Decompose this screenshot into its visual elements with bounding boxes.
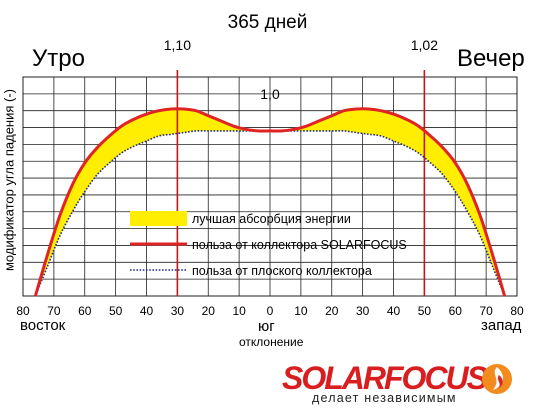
brand-logo: SOLARFOCUS делает независимым — [282, 360, 522, 408]
legend: лучшая абсорбция энергии польза от коллек… — [130, 211, 407, 278]
x-tick-label: 40 — [387, 304, 401, 318]
morning-label: Утро — [32, 45, 85, 72]
x-tick-label: 40 — [140, 304, 154, 318]
annotations: 1,10 1,02 1,0 — [164, 37, 438, 102]
x-label-east: восток — [20, 317, 66, 334]
flame-sun-icon — [482, 364, 512, 394]
legend-label: польза от плоского коллектора — [192, 264, 372, 278]
x-tick-label: 50 — [418, 304, 432, 318]
x-tick-label: 70 — [479, 304, 493, 318]
legend-swatch-fill — [130, 211, 187, 226]
grid — [22, 76, 518, 297]
series-lines — [33, 107, 507, 297]
x-tick-label: 60 — [78, 304, 92, 318]
x-tick-label: 10 — [232, 304, 246, 318]
x-tick-label: 10 — [294, 304, 308, 318]
x-tick-labels: 80 70 60 50 40 30 20 10 0 10 20 30 40 50 60 70 80 — [16, 304, 524, 318]
x-tick-label: 80 — [16, 304, 30, 318]
x-tick-label: 20 — [202, 304, 216, 318]
x-tick-label: 50 — [109, 304, 123, 318]
series-line-solarfocus — [33, 107, 507, 297]
x-label-south: юг — [258, 318, 275, 335]
x-tick-label: 60 — [449, 304, 463, 318]
x-label-west: запад — [481, 317, 522, 334]
evening-label: Вечер — [457, 45, 525, 72]
annotation-label: 1,0 — [260, 86, 280, 102]
x-tick-label: 80 — [510, 304, 524, 318]
annotation-label: 1,02 — [411, 37, 438, 53]
legend-label: лучшая абсорбция энергии — [192, 212, 351, 226]
x-tick-label: 30 — [171, 304, 185, 318]
logo-wordmark: SOLARFOCUS — [282, 360, 488, 396]
x-tick-label: 30 — [356, 304, 370, 318]
annotation-label: 1,10 — [164, 37, 191, 53]
x-tick-label: 70 — [47, 304, 61, 318]
x-axis-label: отклонение — [239, 335, 304, 349]
logo-tagline: делает независимым — [312, 391, 457, 405]
legend-label: польза от коллектора SOLARFOCUS — [192, 238, 407, 252]
x-tick-label: 20 — [325, 304, 339, 318]
chart-title: 365 дней — [227, 12, 308, 33]
x-tick-label: 0 — [267, 304, 274, 318]
